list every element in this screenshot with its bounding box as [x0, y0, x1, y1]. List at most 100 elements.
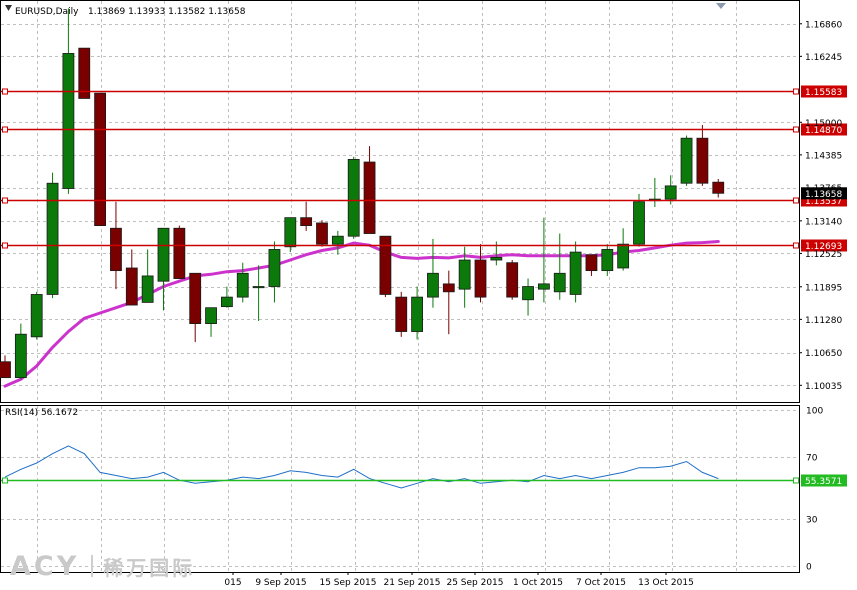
candle-bearish[interactable]	[78, 47, 91, 99]
candle-body	[506, 262, 519, 298]
candle-bullish[interactable]	[46, 172, 59, 299]
rsi-axis-label: 0	[806, 563, 812, 573]
horizontal-level[interactable]: 1.12693	[1, 239, 847, 253]
level-handle[interactable]	[793, 197, 799, 204]
candle-bearish[interactable]	[0, 355, 11, 379]
rsi-title: RSI(14) 56.1672	[5, 408, 78, 418]
candle-bearish[interactable]	[300, 201, 313, 231]
candle-bullish[interactable]	[569, 241, 582, 303]
candle-bullish[interactable]	[141, 249, 154, 303]
candle-bullish[interactable]	[553, 233, 566, 300]
candle-bearish[interactable]	[363, 146, 376, 234]
candle-body	[633, 201, 645, 245]
candle-bearish[interactable]	[316, 220, 328, 247]
candle-bullish[interactable]	[236, 262, 249, 303]
time-axis-label: 9 Sep 2015	[255, 578, 306, 588]
candle-bullish[interactable]	[411, 286, 424, 340]
candle-body	[0, 361, 11, 379]
candle-body	[522, 286, 534, 301]
candle-body	[411, 296, 424, 332]
candle-bearish[interactable]	[696, 124, 709, 186]
level-handle[interactable]	[2, 242, 8, 249]
price-axis-label: 1.16245	[805, 53, 842, 63]
candle-body	[474, 259, 487, 298]
candle-body	[236, 272, 249, 298]
candle-bullish[interactable]	[331, 230, 344, 255]
candle-bullish[interactable]	[268, 241, 281, 303]
level-price-label-bg	[801, 85, 847, 98]
rsi-axis-label: 70	[806, 453, 818, 463]
company-name: 稀万国际	[103, 555, 196, 580]
candle-bullish[interactable]	[347, 156, 360, 239]
rsi-panel-frame	[0, 405, 800, 573]
price-axis-label: 1.14385	[805, 151, 842, 161]
candle-body	[316, 222, 328, 245]
candlesticks[interactable]	[0, 8, 725, 380]
moving-average	[3, 240, 720, 388]
level-price-label: 1.13537	[805, 197, 842, 207]
candle-bullish[interactable]	[601, 244, 614, 276]
candle-bearish[interactable]	[506, 260, 519, 300]
level-handle[interactable]	[2, 197, 8, 204]
candle-body	[30, 294, 43, 338]
rsi-level-handle[interactable]	[2, 477, 8, 484]
candle-bullish[interactable]	[157, 227, 170, 311]
candle-bearish[interactable]	[395, 291, 408, 337]
candle-bullish[interactable]	[220, 286, 233, 308]
candle-bearish[interactable]	[379, 235, 392, 298]
candle-bearish[interactable]	[189, 272, 202, 343]
candle-bearish[interactable]	[94, 92, 106, 227]
level-handle[interactable]	[793, 88, 799, 95]
candle-bullish[interactable]	[664, 175, 677, 205]
candle-body	[458, 259, 471, 290]
candle-bullish[interactable]	[205, 307, 217, 337]
candle-body	[78, 47, 91, 99]
candle-bullish[interactable]	[62, 8, 75, 194]
moving-average-line	[3, 240, 720, 388]
candle-bearish[interactable]	[474, 244, 487, 303]
symbol-icon	[5, 5, 12, 11]
candle-bullish[interactable]	[30, 291, 43, 340]
time-axis-label: 13 Oct 2015	[638, 578, 694, 588]
level-handle[interactable]	[793, 126, 799, 133]
candle-body	[331, 235, 344, 245]
candle-bullish[interactable]	[427, 238, 439, 308]
candle-bullish[interactable]	[538, 217, 550, 303]
candle-bullish[interactable]	[617, 228, 630, 271]
horizontal-level[interactable]: 1.14870	[1, 123, 847, 137]
candle-body	[490, 256, 503, 261]
watermark-divider	[91, 555, 94, 577]
candle-body	[569, 251, 582, 295]
candle-bullish[interactable]	[14, 323, 27, 380]
candle-body	[157, 227, 170, 282]
price-axis-label: 1.15000	[805, 119, 842, 129]
candle-body	[427, 272, 439, 298]
watermark: ACY 稀万国际	[10, 549, 195, 583]
level-handle[interactable]	[2, 126, 8, 133]
candle-bearish[interactable]	[442, 270, 455, 335]
horizontal-levels[interactable]: 1.15583 1.14870 1.13537 1.12693	[1, 85, 847, 253]
candle-bearish[interactable]	[125, 249, 138, 306]
candle-bullish[interactable]	[680, 135, 693, 186]
level-handle[interactable]	[2, 88, 8, 95]
candle-bullish[interactable]	[633, 193, 645, 247]
candle-bullish[interactable]	[458, 246, 471, 308]
candle-bearish[interactable]	[585, 254, 598, 276]
rsi-line	[4, 445, 719, 489]
price-axis: 1.16860 1.16245 1.15000 1.14385 1.13140 1.125…	[799, 20, 847, 392]
time-axis-label: 25 Sep 2015	[446, 578, 503, 588]
rsi-level-handle[interactable]	[793, 477, 799, 484]
candle-bullish[interactable]	[252, 265, 265, 321]
candle-body	[696, 137, 709, 184]
candle-bullish[interactable]	[284, 217, 297, 253]
level-handle[interactable]	[793, 242, 799, 249]
price-axis-label: 1.12525	[805, 250, 842, 260]
candle-bullish[interactable]	[522, 278, 534, 316]
candle-body	[442, 283, 455, 293]
horizontal-level[interactable]: 1.15583	[1, 85, 847, 99]
candle-body	[347, 158, 360, 237]
candle-bearish[interactable]	[173, 225, 186, 279]
rsi-indicator: 55.3571 100 70 30 0	[1, 407, 847, 573]
candle-bearish[interactable]	[712, 178, 725, 198]
triangle-down-icon[interactable]	[716, 3, 726, 9]
